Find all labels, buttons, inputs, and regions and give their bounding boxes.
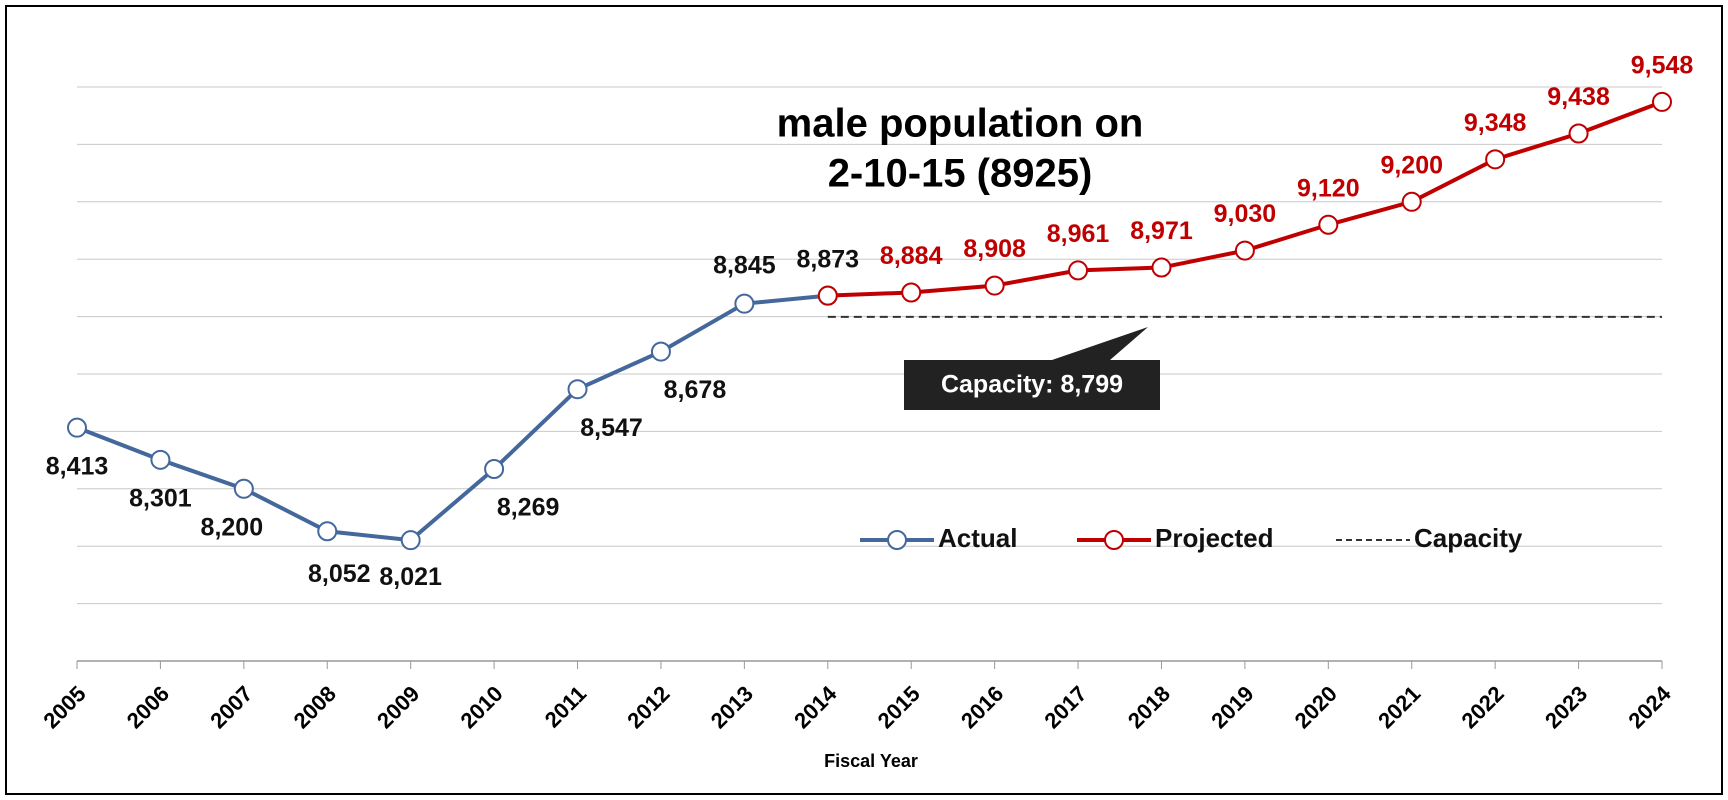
marker: [1234, 240, 1255, 261]
data-label: 8,908: [963, 235, 1026, 263]
data-label: 8,971: [1130, 217, 1193, 245]
legend-label: Capacity: [1414, 523, 1523, 553]
data-label: 8,052: [308, 560, 371, 588]
data-label: 8,678: [664, 376, 727, 404]
marker: [817, 285, 838, 306]
data-label: 8,961: [1047, 220, 1110, 248]
annotation-pointer: [1052, 327, 1148, 360]
marker: [1068, 260, 1089, 281]
marker: [734, 293, 755, 314]
data-label: 9,438: [1547, 83, 1610, 111]
marker: [1318, 214, 1339, 235]
marker: [650, 341, 671, 362]
data-label: 8,021: [379, 563, 442, 591]
data-label: 8,884: [880, 242, 943, 270]
marker: [400, 530, 421, 551]
data-label: 8,845: [713, 251, 776, 279]
marker: [1401, 191, 1422, 212]
data-label: 9,348: [1464, 109, 1527, 137]
title-line: 2-10-15 (8925): [828, 152, 1093, 196]
marker: [1652, 91, 1672, 112]
legend-marker: [887, 530, 907, 550]
data-label: 8,547: [580, 414, 643, 442]
chart-title: male population on 2-10-15 (8925): [777, 102, 1144, 196]
marker: [1151, 257, 1172, 278]
marker: [484, 458, 505, 479]
data-label: 8,413: [46, 452, 109, 480]
data-label: 9,200: [1380, 151, 1443, 179]
data-label: 9,120: [1297, 174, 1360, 202]
data-label: 8,301: [129, 484, 192, 512]
legend-label: Actual: [938, 523, 1017, 553]
data-label: 8,200: [201, 513, 264, 541]
annotation-box: [904, 360, 1160, 410]
data-label: 8,873: [797, 245, 860, 273]
marker: [567, 379, 588, 400]
marker: [317, 521, 338, 542]
legend-label: Projected: [1155, 523, 1274, 553]
marker: [67, 417, 87, 438]
marker: [901, 282, 922, 303]
data-label: 9,030: [1214, 200, 1277, 228]
marker: [1485, 149, 1506, 170]
annotation: Capacity: 8,799: [904, 327, 1160, 410]
annotation-text: Capacity: 8,799: [941, 371, 1123, 399]
marker: [1568, 123, 1589, 144]
legend-marker: [1104, 530, 1124, 550]
x-axis-title: Fiscal Year: [824, 751, 918, 771]
data-label: 8,269: [497, 494, 560, 522]
data-label: 9,548: [1631, 52, 1694, 80]
marker: [150, 449, 171, 470]
title-line: male population on: [777, 102, 1144, 146]
chart-border: [5, 5, 1723, 795]
series-line: [76, 293, 828, 543]
marker: [984, 275, 1005, 296]
marker: [233, 478, 254, 499]
